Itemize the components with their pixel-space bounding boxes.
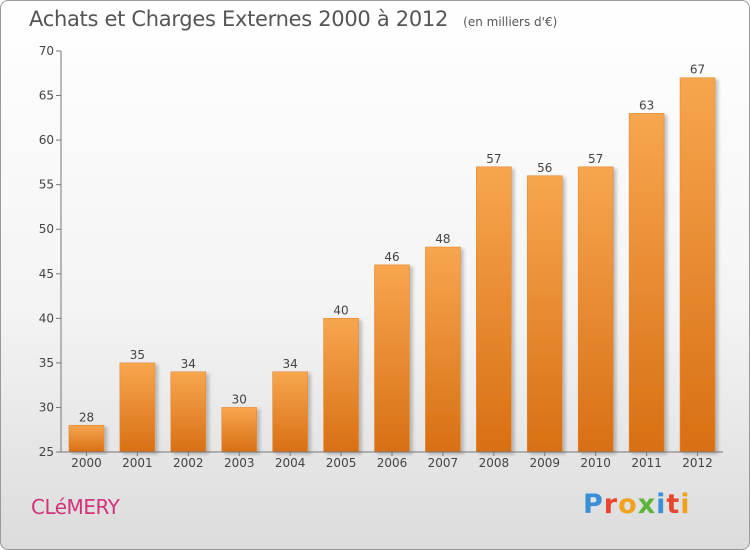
bar-2000 bbox=[68, 424, 105, 453]
bar-2007 bbox=[425, 246, 461, 453]
x-tick-label: 2009 bbox=[529, 456, 560, 470]
x-tick-label: 2012 bbox=[682, 456, 713, 470]
x-tick-label: 2005 bbox=[326, 456, 357, 470]
y-tick-label: 65 bbox=[39, 89, 54, 103]
bar-value-label: 67 bbox=[690, 63, 705, 77]
bar-value-label: 63 bbox=[639, 98, 654, 112]
commune-name: CLéMERY bbox=[31, 495, 120, 519]
y-tick-label: 40 bbox=[39, 311, 54, 325]
bar-2012 bbox=[679, 77, 716, 453]
bar-2002 bbox=[170, 371, 207, 453]
bar-2010 bbox=[577, 166, 614, 453]
y-tick-label: 45 bbox=[39, 267, 54, 281]
logo-letter: i bbox=[680, 489, 691, 520]
x-tick-label: 2008 bbox=[479, 456, 510, 470]
x-axis: 2000 2001 2002 2003 2004 2005 2006 2007 2008 2009… bbox=[61, 451, 723, 470]
y-tick-label: 70 bbox=[39, 44, 54, 58]
bar-2011 bbox=[628, 113, 665, 453]
bar-value-label: 56 bbox=[537, 161, 552, 175]
bar-value-label: 35 bbox=[130, 348, 145, 362]
logo-letter: i bbox=[656, 489, 667, 520]
bar-value-label: 57 bbox=[588, 152, 603, 166]
logo-letter: o bbox=[618, 489, 638, 520]
logo-letter: P bbox=[583, 489, 604, 520]
y-axis: 25 30 35 40 45 50 55 60 65 70 bbox=[39, 44, 62, 459]
bar-value-label: 48 bbox=[435, 232, 450, 246]
bar-value-label: 34 bbox=[283, 357, 298, 371]
x-tick-label: 2010 bbox=[580, 456, 611, 470]
bar-value-label: 40 bbox=[333, 303, 348, 317]
proxiti-logo[interactable]: Proxiti bbox=[583, 489, 691, 520]
x-tick-label: 2007 bbox=[428, 456, 459, 470]
chart-subtitle: (en milliers d'€) bbox=[463, 15, 558, 29]
y-tick-label: 25 bbox=[39, 445, 54, 459]
x-tick-label: 2006 bbox=[377, 456, 408, 470]
bar-value-label: 28 bbox=[79, 410, 94, 424]
x-tick-label: 2001 bbox=[122, 456, 153, 470]
logo-letter: t bbox=[666, 489, 681, 520]
bar-2001 bbox=[119, 362, 156, 453]
bar-value-label: 46 bbox=[384, 250, 399, 264]
y-tick-label: 60 bbox=[39, 133, 54, 147]
bar-2004 bbox=[272, 371, 308, 453]
x-tick-label: 2000 bbox=[71, 456, 102, 470]
logo-letter: x bbox=[637, 489, 657, 520]
y-tick-label: 30 bbox=[39, 400, 54, 414]
logo-letter: r bbox=[603, 489, 619, 520]
title-row: Achats et Charges Externes 2000 à 2012 (… bbox=[29, 7, 557, 31]
y-tick-label: 55 bbox=[39, 178, 54, 192]
bar-value-label: 30 bbox=[232, 392, 247, 406]
bar-2009 bbox=[526, 175, 563, 453]
bar-2008 bbox=[476, 166, 512, 453]
x-tick-label: 2003 bbox=[224, 456, 255, 470]
bar-value-label: 34 bbox=[181, 357, 196, 371]
bar-2006 bbox=[374, 264, 410, 453]
x-tick-label: 2011 bbox=[631, 456, 662, 470]
bar-2005 bbox=[323, 318, 359, 453]
chart-title: Achats et Charges Externes 2000 à 2012 bbox=[29, 7, 449, 31]
y-tick-label: 50 bbox=[39, 222, 54, 236]
x-tick-label: 2002 bbox=[173, 456, 204, 470]
bar-value-label: 57 bbox=[486, 152, 501, 166]
bars: 28 35 34 30 34 40 46 48 57 56 57 63 67 bbox=[68, 63, 716, 453]
bar-2003 bbox=[221, 407, 258, 453]
y-tick-label: 35 bbox=[39, 356, 54, 370]
x-tick-label: 2004 bbox=[275, 456, 306, 470]
